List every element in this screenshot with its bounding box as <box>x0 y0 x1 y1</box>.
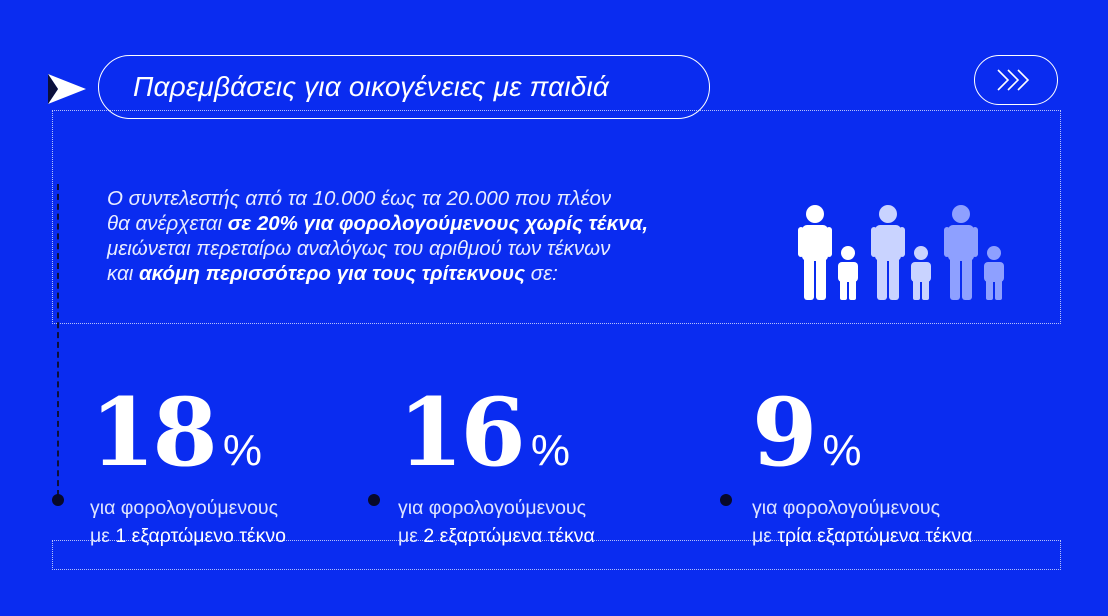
stat-description: για φορολογούμενους με 1 εξαρτώμενο τέκν… <box>90 494 286 550</box>
intro-line-2-bold: σε 20% για φορολογούμενους χωρίς τέκνα, <box>227 212 649 235</box>
stat-number: 16 <box>398 378 526 488</box>
stat-number: 18 <box>90 378 218 488</box>
stat-desc-bold: τρία εξαρτώμενα τέκνα <box>777 525 973 547</box>
stat-desc-plain: με <box>398 525 424 547</box>
page-title: Παρεμβάσεις για οικογένειες με παιδιά <box>98 55 710 119</box>
stat-percent: % <box>530 426 570 475</box>
stat-desc-plain: με <box>90 525 116 547</box>
family-icon <box>798 205 1004 300</box>
stat-item: 18% για φορολογούμενους με 1 εξαρτώμενο … <box>90 386 286 550</box>
intro-line-1: Ο συντελεστής από τα 10.000 έως τα 20.00… <box>107 187 612 210</box>
stat-item: 16% για φορολογούμενους με 2 εξαρτώμενα … <box>398 386 595 550</box>
stat-percent: % <box>222 426 262 475</box>
bullet-dot <box>52 494 64 506</box>
stat-desc-line-2: με τρία εξαρτώμενα τέκνα <box>752 522 972 550</box>
intro-line-3: μειώνεται περεταίρω αναλόγως του αριθμού… <box>107 237 611 260</box>
intro-line-4: και ακόμη περισσότερο για τους τρίτεκνου… <box>107 261 787 286</box>
stat-value: 18% <box>90 386 286 480</box>
stat-percent: % <box>822 426 862 475</box>
intro-text: Ο συντελεστής από τα 10.000 έως τα 20.00… <box>107 186 787 286</box>
stat-value: 9% <box>752 386 972 480</box>
intro-frame <box>52 110 1061 324</box>
stat-description: για φορολογούμενους με τρία εξαρτώμενα τ… <box>752 494 972 550</box>
intro-line-4-bold: ακόμη περισσότερο για τους τρίτεκνους <box>138 262 526 285</box>
intro-line-2: θα ανέρχεται σε 20% για φορολογούμενους … <box>107 211 787 236</box>
stat-desc-line-1: για φορολογούμενους <box>90 497 278 519</box>
stat-description: για φορολογούμενους με 2 εξαρτώμενα τέκν… <box>398 494 595 550</box>
bullet-dot <box>720 494 732 506</box>
stat-desc-line-1: για φορολογούμενους <box>752 497 940 519</box>
stat-value: 16% <box>398 386 595 480</box>
stat-item: 9% για φορολογούμενους με τρία εξαρτώμεν… <box>752 386 972 550</box>
intro-line-2-plain: θα ανέρχεται <box>107 212 228 235</box>
stat-desc-line-2: με 2 εξαρτώμενα τέκνα <box>398 522 595 550</box>
stat-desc-bold: 1 εξαρτώμενο τέκνο <box>115 525 286 547</box>
intro-line-4-plain-b: σε: <box>525 262 558 285</box>
next-button[interactable] <box>974 55 1058 105</box>
stat-desc-line-2: με 1 εξαρτώμενο τέκνο <box>90 522 286 550</box>
bottom-frame <box>52 540 1061 570</box>
page-title-text: Παρεμβάσεις για οικογένειες με παιδιά <box>133 71 610 102</box>
play-arrow-icon <box>48 74 86 104</box>
stat-desc-line-1: για φορολογούμενους <box>398 497 586 519</box>
timeline-line <box>57 184 59 496</box>
intro-line-4-plain-a: και <box>107 262 139 285</box>
stat-number: 9 <box>752 378 817 488</box>
bullet-dot <box>368 494 380 506</box>
stat-desc-plain: με <box>752 525 778 547</box>
triple-chevron-right-icon <box>997 69 1030 91</box>
stat-desc-bold: 2 εξαρτώμενα τέκνα <box>423 525 595 547</box>
